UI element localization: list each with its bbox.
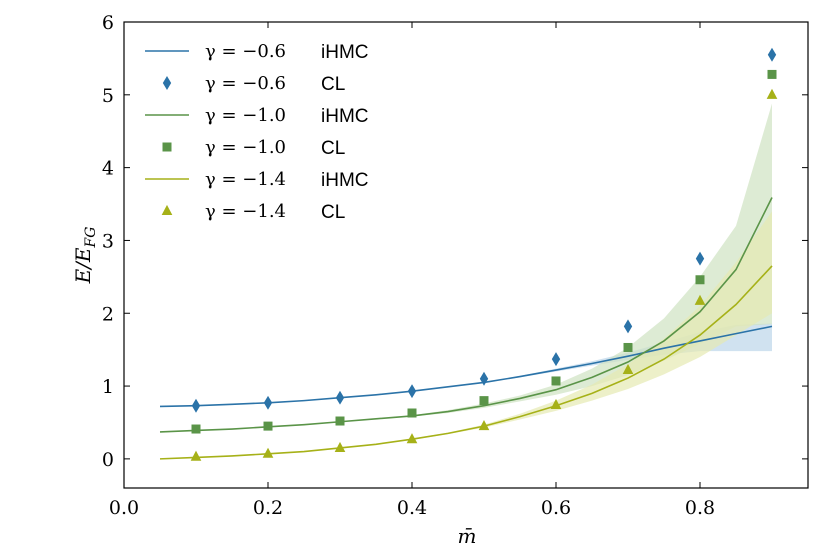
point-series-5: [334, 441, 346, 452]
point-series-1: [551, 352, 561, 367]
cl-points: [190, 47, 778, 461]
point-series-5: [190, 450, 202, 461]
point-series-5: [262, 447, 274, 458]
point-series-1: [623, 319, 633, 334]
point-series-1: [479, 371, 489, 386]
legend-marker-3: [162, 142, 172, 152]
y-tick-label: 1: [102, 376, 114, 398]
legend-method-4: iHMC: [321, 170, 369, 191]
point-series-1: [407, 384, 417, 399]
legend-gamma-5: γ = −1.4: [205, 201, 286, 222]
point-series-5: [478, 420, 490, 431]
point-series-1: [263, 395, 273, 410]
point-series-5: [406, 433, 418, 444]
y-tick-label: 5: [102, 85, 114, 107]
y-axis-label: E/EFG: [71, 227, 99, 285]
point-series-3: [263, 421, 273, 431]
legend-marker-5: [161, 204, 173, 215]
ihmc-lines: [159, 197, 773, 460]
point-series-3: [767, 69, 777, 79]
legend-method-3: CL: [321, 138, 345, 159]
point-series-5: [766, 88, 778, 99]
legend-gamma-3: γ = −1.0: [205, 137, 286, 158]
x-tick-label: 0.4: [397, 497, 427, 519]
y-tick-label: 0: [102, 449, 114, 471]
point-series-1: [767, 47, 777, 62]
y-tick-label: 3: [102, 230, 114, 252]
point-series-5: [550, 398, 562, 409]
axis-ticks: 0.0 0.2 0.4 0.6 0.8 0 1 2 3 4 5 6: [102, 12, 808, 519]
legend-gamma-4: γ = −1.4: [205, 169, 286, 190]
legend-gamma-1: γ = −0.6: [205, 73, 286, 94]
x-tick-label: 0.0: [109, 497, 139, 519]
point-series-3: [191, 424, 201, 434]
y-tick-label: 4: [102, 158, 114, 180]
point-series-5: [694, 294, 706, 305]
point-series-3: [335, 416, 345, 426]
confidence-bands: [160, 103, 772, 459]
legend-method-0: iHMC: [321, 42, 369, 63]
legend-gamma-2: γ = −1.0: [205, 105, 286, 126]
line-series-4: [159, 265, 773, 460]
plot-frame: [123, 21, 809, 489]
legend-method-2: iHMC: [321, 106, 369, 127]
line-series-0: [159, 325, 773, 408]
point-series-1: [335, 390, 345, 405]
point-series-3: [551, 376, 561, 386]
point-series-1: [695, 251, 705, 266]
x-axis-label: m̄: [458, 524, 477, 548]
point-series-3: [623, 342, 633, 352]
line-series-2: [159, 197, 773, 433]
legend-marker-1: [162, 76, 172, 90]
y-tick-label: 2: [102, 303, 114, 325]
point-series-3: [407, 408, 417, 418]
x-tick-label: 0.2: [253, 497, 283, 519]
legend: γ = −0.6 iHMC γ = −0.6 CL γ = −1.0 iHMC γ = −1…: [145, 41, 369, 223]
point-series-5: [622, 363, 634, 375]
legend-gamma-0: γ = −0.6: [205, 41, 286, 62]
point-series-1: [191, 398, 201, 413]
point-series-3: [695, 275, 705, 285]
point-series-3: [479, 396, 489, 406]
legend-method-5: CL: [321, 202, 345, 223]
x-tick-label: 0.6: [541, 497, 571, 519]
legend-method-1: CL: [321, 74, 345, 95]
x-tick-label: 0.8: [685, 497, 715, 519]
y-tick-label: 6: [102, 12, 114, 34]
band-series-4: [160, 211, 772, 459]
